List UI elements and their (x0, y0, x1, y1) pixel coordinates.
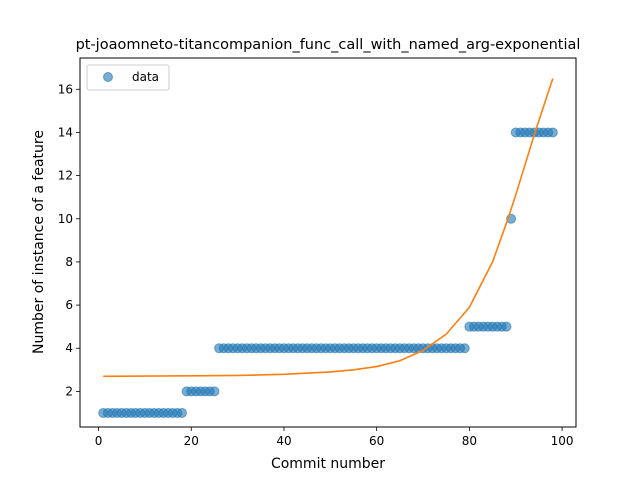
y-tick-label: 6 (65, 298, 73, 312)
x-tick-label: 0 (95, 434, 103, 448)
legend-box (86, 64, 170, 91)
y-tick-label: 12 (58, 169, 73, 183)
x-tick-label: 60 (369, 434, 384, 448)
data-point (176, 407, 187, 418)
x-tick-label: 40 (276, 434, 291, 448)
x-axis-ticks: 0 20 40 60 80 100 (95, 427, 574, 448)
y-tick-label: 14 (58, 125, 73, 139)
data-point (501, 321, 512, 332)
plot-frame (79, 57, 577, 428)
y-tick-label: 8 (65, 255, 73, 269)
legend: data (86, 64, 170, 91)
x-tick-label: 20 (184, 434, 199, 448)
legend-marker-data (103, 72, 113, 82)
y-tick-label: 4 (65, 341, 73, 355)
y-axis-label: Number of instance of a feature (31, 130, 47, 354)
y-tick-label: 2 (65, 384, 73, 398)
data-point (459, 343, 470, 354)
y-tick-label: 10 (58, 212, 73, 226)
y-tick-label: 16 (58, 82, 73, 96)
chart-title: pt-joaomneto-titancompanion_func_call_wi… (76, 37, 581, 53)
legend-label-data: data (132, 70, 159, 84)
x-axis-label: Commit number (271, 456, 385, 472)
y-axis-ticks: 2 4 6 8 10 12 14 16 (58, 82, 80, 398)
x-tick-label: 100 (551, 434, 574, 448)
data-point (209, 386, 220, 397)
fit-curve-line (103, 78, 554, 378)
x-tick-label: 80 (462, 434, 477, 448)
plot-area (98, 78, 558, 418)
data-point (547, 127, 558, 138)
